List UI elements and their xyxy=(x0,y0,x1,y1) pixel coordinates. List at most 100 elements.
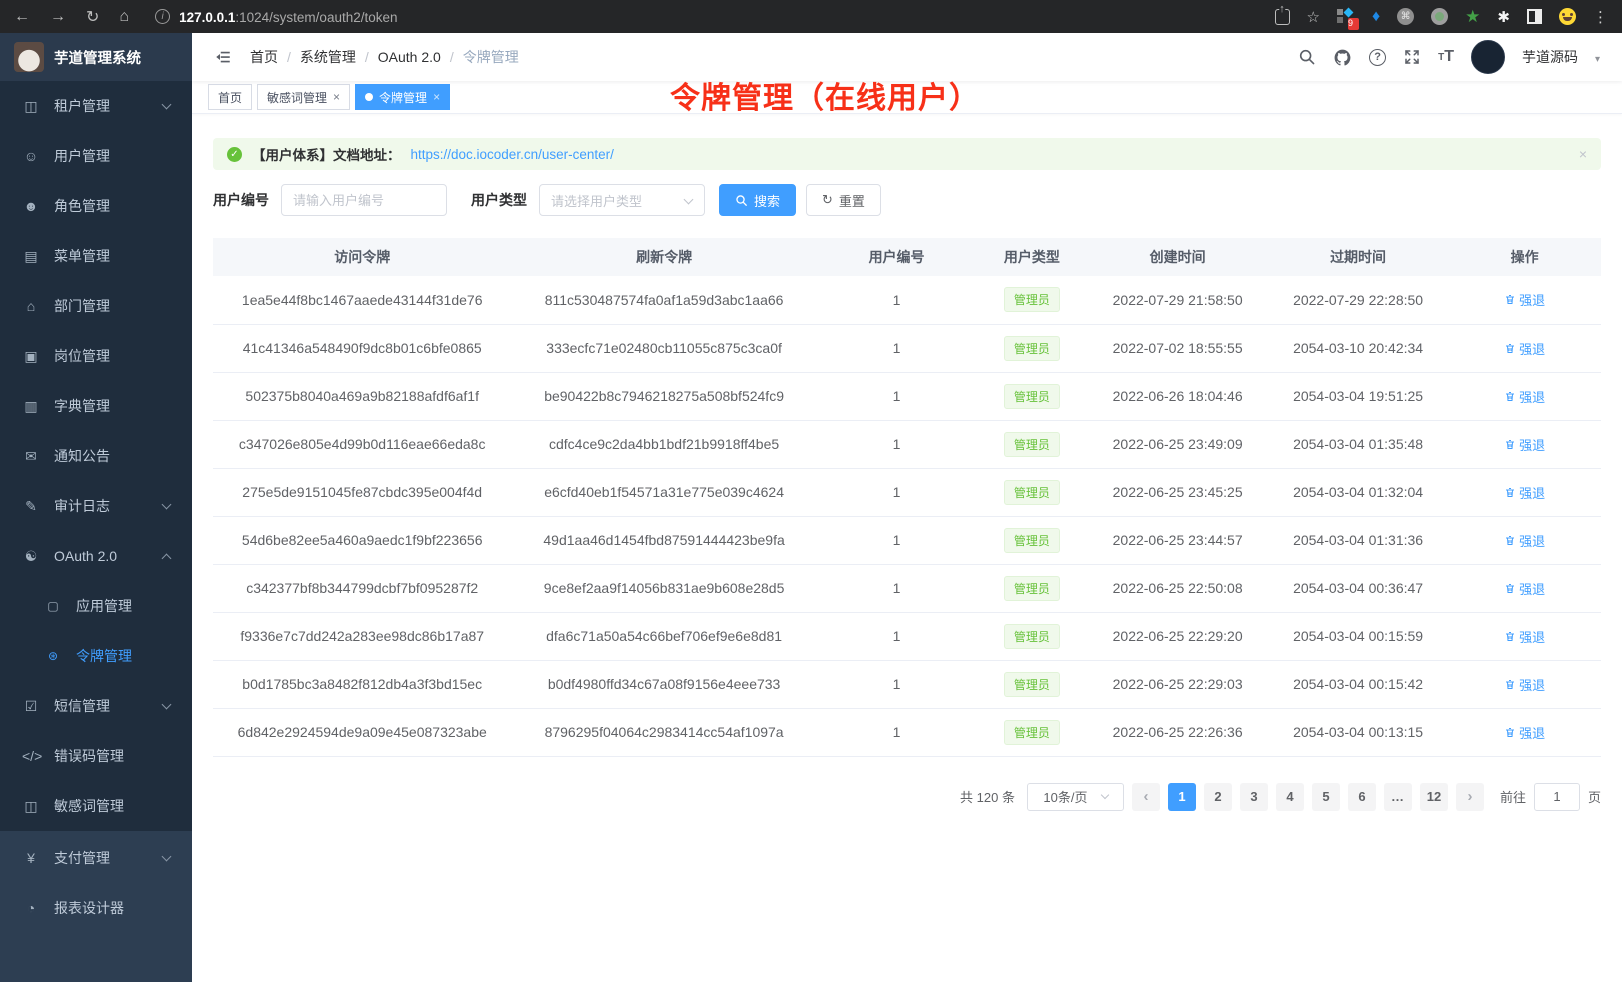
fullscreen-icon[interactable] xyxy=(1403,48,1421,66)
table-row: 6d842e2924594de9a09e45e087323abe 8796295f… xyxy=(213,708,1601,757)
page-button-12[interactable]: 12 xyxy=(1419,782,1448,811)
sidebar-item-tenant[interactable]: ◫ 租户管理 xyxy=(0,81,192,131)
green-star-extension-icon[interactable]: ★ xyxy=(1465,6,1481,26)
role-icon: ☻ xyxy=(23,198,39,214)
action-cell: 强退 xyxy=(1448,564,1601,613)
tab-首页[interactable]: 首页 xyxy=(208,84,253,110)
page-unit-label: 页 xyxy=(1587,790,1601,805)
sidebar-item-sensitive-word[interactable]: ◫ 敏感词管理 xyxy=(0,781,192,831)
tab-close-icon[interactable]: × xyxy=(333,90,341,104)
sidebar: 芋道管理系统 ◫ 租户管理 ☺ 用户管理 ☻ 角色管理 ▤ 菜单管理 ⌂ 部门管理 ▣ 岗位管理 ▥ 字典… xyxy=(0,33,192,982)
page-button-2[interactable]: 2 xyxy=(1203,782,1232,811)
cmd-extension-icon[interactable]: ⌘ xyxy=(1397,8,1415,25)
sidebar-item-post[interactable]: ▣ 岗位管理 xyxy=(0,331,192,381)
page-size-select[interactable]: 10条/页 xyxy=(1026,782,1124,811)
sidebar-fold-icon[interactable] xyxy=(214,48,232,66)
extension-blocks-icon[interactable]: 9 xyxy=(1337,7,1359,30)
next-page-button[interactable]: › xyxy=(1455,782,1484,811)
sidebar-item-error-code[interactable]: </> 错误码管理 xyxy=(0,731,192,781)
sidebar-item-oauth2-token[interactable]: ⊛ 令牌管理 xyxy=(0,631,192,681)
flower-extension-icon[interactable]: ✱ xyxy=(1497,8,1510,26)
trash-icon xyxy=(1504,726,1516,739)
breadcrumb-item[interactable]: OAuth 2.0 xyxy=(377,49,441,65)
page-button-4[interactable]: 4 xyxy=(1275,782,1304,811)
help-icon[interactable]: ? xyxy=(1369,48,1387,66)
sidebar-item-oauth2-app[interactable]: ▢ 应用管理 xyxy=(0,581,192,631)
sidebar-item-notice[interactable]: ✉ 通知公告 xyxy=(0,431,192,481)
sidebar-item-user[interactable]: ☺ 用户管理 xyxy=(0,131,192,181)
page-button-1[interactable]: 1 xyxy=(1167,782,1196,811)
sidebar-item-sms[interactable]: ☑ 短信管理 xyxy=(0,681,192,731)
emoji-extension-icon[interactable] xyxy=(1559,8,1576,25)
header-search-icon[interactable] xyxy=(1298,48,1316,66)
address-bar[interactable]: i 127.0.0.1:1024/system/oauth2/token xyxy=(155,9,1274,25)
sidebar-item-report-designer[interactable]: ◔ 报表设计器 xyxy=(0,883,192,933)
breadcrumb-item[interactable]: 首页 xyxy=(250,49,278,65)
success-check-icon: ✓ xyxy=(227,146,242,162)
sidebar-item-dict[interactable]: ▥ 字典管理 xyxy=(0,381,192,431)
tab-令牌管理[interactable]: 令牌管理 × xyxy=(355,84,451,110)
user-caret-icon[interactable]: ▾ xyxy=(1594,53,1600,65)
page-button-5[interactable]: 5 xyxy=(1311,782,1340,811)
force-logout-button[interactable]: 强退 xyxy=(1504,483,1545,502)
bookmark-star-icon[interactable]: ☆ xyxy=(1306,8,1320,26)
breadcrumb-item[interactable]: 系统管理 xyxy=(299,49,356,65)
sidebar-item-oauth2[interactable]: ☯ OAuth 2.0 xyxy=(0,531,192,581)
force-logout-button[interactable]: 强退 xyxy=(1504,387,1545,406)
expire-time-cell: 2022-07-29 22:28:50 xyxy=(1267,276,1449,325)
created-time-cell: 2022-06-25 22:50:08 xyxy=(1087,564,1268,613)
username[interactable]: 芋道源码 xyxy=(1521,49,1578,65)
dot-extension-icon[interactable] xyxy=(1431,8,1449,25)
force-logout-button[interactable]: 强退 xyxy=(1504,627,1545,646)
force-logout-button[interactable]: 强退 xyxy=(1504,723,1545,742)
user-id-input[interactable] xyxy=(281,184,447,216)
prev-page-button[interactable]: ‹ xyxy=(1131,782,1160,811)
browser-menu-icon[interactable]: ⋮ xyxy=(1593,8,1608,26)
force-logout-button[interactable]: 强退 xyxy=(1504,339,1545,358)
user-type-badge: 管理员 xyxy=(1003,383,1060,409)
reset-button[interactable]: ↻ 重置 xyxy=(806,184,881,216)
sidebar-item-audit-log[interactable]: ✎ 审计日志 xyxy=(0,481,192,531)
page-button-6[interactable]: 6 xyxy=(1347,782,1376,811)
browser-forward-icon[interactable]: → xyxy=(50,7,66,25)
user-type-badge: 管理员 xyxy=(1003,671,1060,697)
user-type-select[interactable]: 请选择用户类型 xyxy=(539,184,705,216)
split-screen-extension-icon[interactable] xyxy=(1527,9,1542,24)
trash-icon xyxy=(1504,486,1516,499)
force-logout-button[interactable]: 强退 xyxy=(1504,290,1545,309)
table-row: 1ea5e44f8bc1467aaede43144f31de76 811c5304… xyxy=(213,276,1601,325)
force-logout-button[interactable]: 强退 xyxy=(1504,531,1545,550)
pay-icon: ¥ xyxy=(27,850,35,866)
search-button-label: 搜索 xyxy=(754,193,781,209)
alert-close-icon[interactable]: × xyxy=(1578,146,1587,162)
goto-page-input[interactable] xyxy=(1533,782,1580,811)
search-button[interactable]: 搜索 xyxy=(719,184,797,216)
action-cell: 强退 xyxy=(1448,324,1601,373)
sidebar-item-role[interactable]: ☻ 角色管理 xyxy=(0,181,192,231)
sidebar-item-menu[interactable]: ▤ 菜单管理 xyxy=(0,231,192,281)
gem-extension-icon[interactable]: ♦ xyxy=(1372,7,1381,25)
sidebar-item-dept[interactable]: ⌂ 部门管理 xyxy=(0,281,192,331)
sidebar-item-pay[interactable]: ¥ 支付管理 xyxy=(0,833,192,883)
user-avatar[interactable] xyxy=(1470,40,1505,74)
page-buttons: 1 2 3 4 5 6… 12 xyxy=(1167,782,1448,811)
browser-home-icon[interactable]: ⌂ xyxy=(119,7,130,25)
browser-back-icon[interactable]: ← xyxy=(14,7,30,25)
tab-敏感词管理[interactable]: 敏感词管理 × xyxy=(257,84,351,110)
app-logo[interactable]: 芋道管理系统 xyxy=(0,33,192,81)
force-logout-button[interactable]: 强退 xyxy=(1504,435,1545,454)
force-logout-button[interactable]: 强退 xyxy=(1504,675,1545,694)
page-button-3[interactable]: 3 xyxy=(1239,782,1268,811)
tab-close-icon[interactable]: × xyxy=(433,90,441,104)
github-icon[interactable] xyxy=(1333,48,1352,67)
browser-reload-icon[interactable]: ↻ xyxy=(86,8,100,26)
share-icon[interactable] xyxy=(1274,8,1290,25)
sidebar-item-label: 错误码管理 xyxy=(54,748,124,764)
page-info-icon[interactable]: i xyxy=(155,9,171,24)
doc-link[interactable]: https://doc.iocoder.cn/user-center/ xyxy=(410,146,614,162)
total-count: 共 120 条 xyxy=(960,790,1015,805)
force-logout-button[interactable]: 强退 xyxy=(1504,579,1545,598)
breadcrumb: 首页 / 系统管理 / OAuth 2.0 / 令牌管理 xyxy=(250,47,519,67)
table-row: 502375b8040a469a9b82188afdf6af1f be90422b… xyxy=(213,372,1601,421)
